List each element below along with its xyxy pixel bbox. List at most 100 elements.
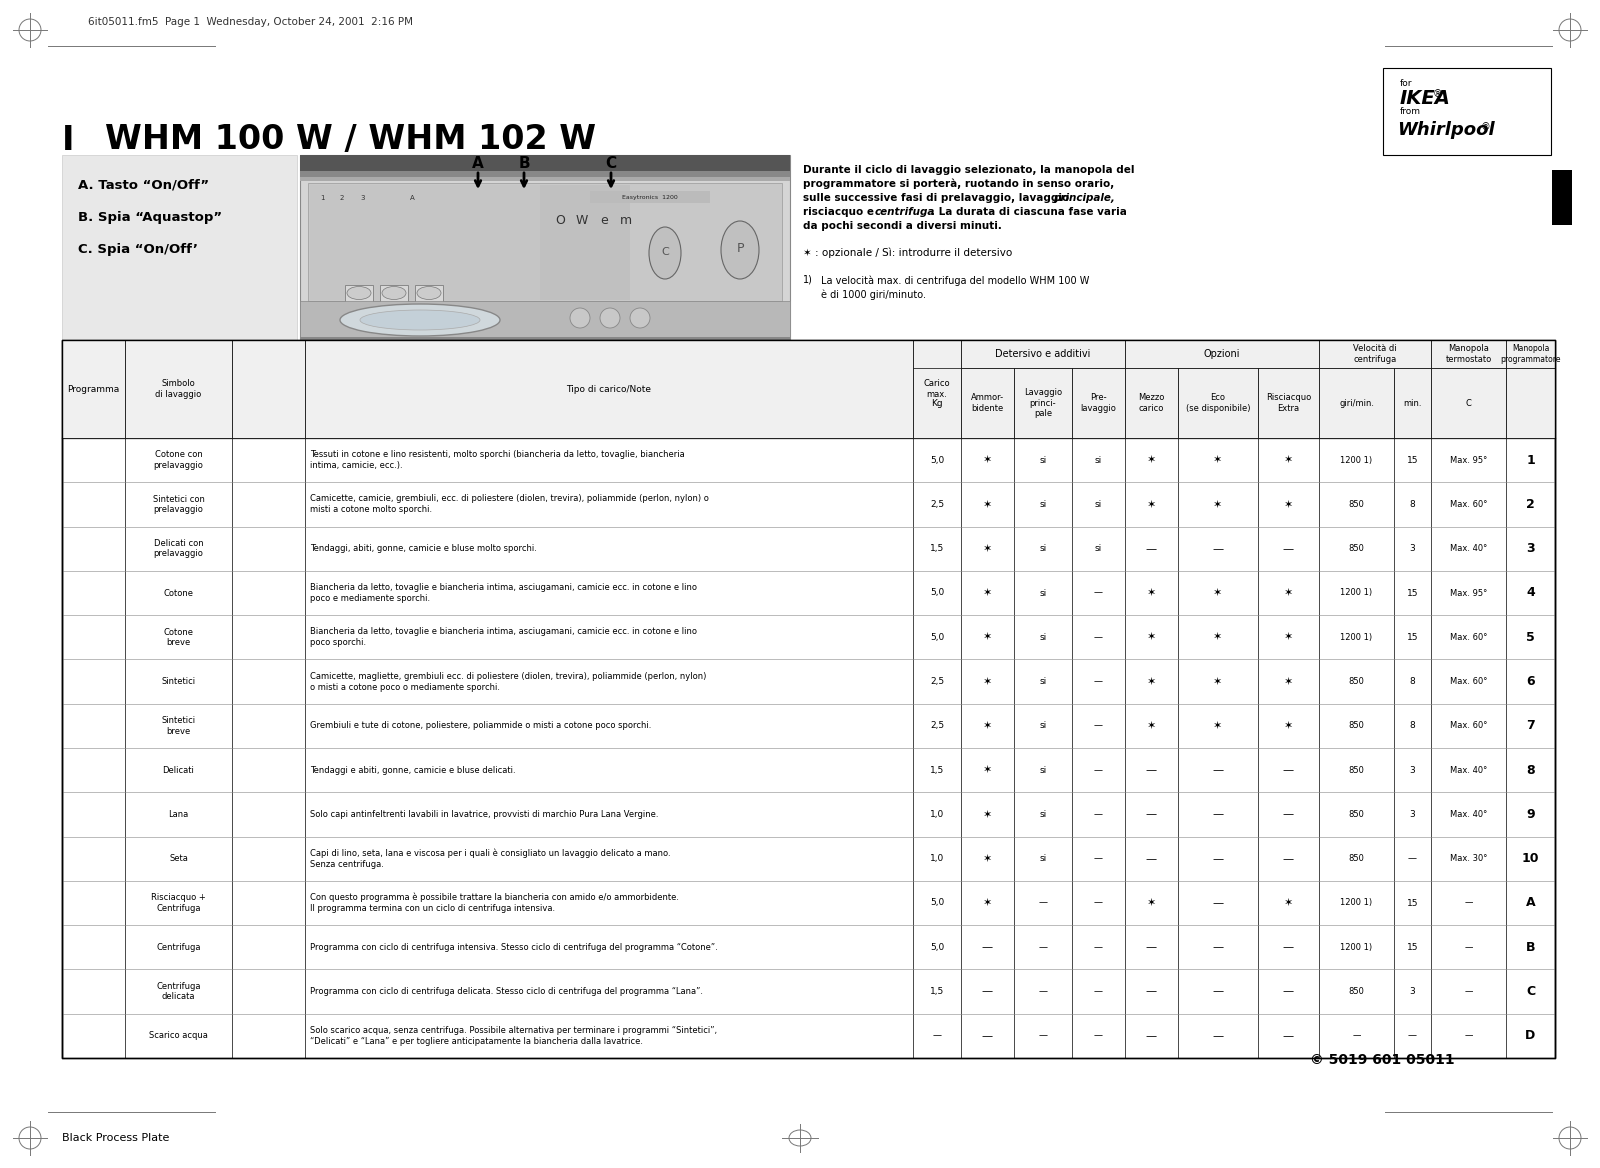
Text: 6: 6 [1526,675,1534,688]
Text: for: for [1400,78,1413,88]
Text: Velocità di
centrifuga: Velocità di centrifuga [1354,345,1397,363]
Bar [1506,368,1555,438]
Bar [62,571,1555,616]
Text: 2,5: 2,5 [930,722,944,730]
Text: ✶: ✶ [982,854,992,863]
Text: 850: 850 [1349,809,1365,819]
Text: programmatore si porterà, ruotando in senso orario,: programmatore si porterà, ruotando in se… [803,179,1114,189]
Text: —: — [982,943,994,952]
Text: ✶: ✶ [982,544,992,554]
Text: giri/min.: giri/min. [1339,398,1374,408]
Text: —: — [1146,987,1157,996]
Text: —: — [1094,1031,1102,1041]
Text: ✶: ✶ [1283,588,1293,598]
Bar [125,340,232,438]
Text: —: — [1283,987,1294,996]
Bar [1430,368,1506,438]
Text: 5,0: 5,0 [930,589,944,598]
Bar [62,660,1555,703]
Text: ✶: ✶ [1213,632,1222,642]
Bar [62,836,1555,881]
Circle shape [600,308,621,328]
Ellipse shape [339,304,499,336]
Bar [62,482,1555,527]
Text: —: — [1213,1031,1224,1041]
Text: 5,0: 5,0 [930,898,944,908]
Text: —: — [982,987,994,996]
Text: —: — [1094,722,1102,730]
Text: —: — [1283,765,1294,776]
Text: da pochi secondi a diversi minuti.: da pochi secondi a diversi minuti. [803,221,1002,231]
Text: —: — [1146,544,1157,554]
Text: D: D [1525,1029,1536,1042]
Text: Max. 60°: Max. 60° [1450,722,1486,730]
Text: Max. 40°: Max. 40° [1450,766,1486,774]
Bar [232,340,306,438]
Bar [301,178,790,181]
Text: 8: 8 [1410,500,1416,509]
Text: A: A [410,195,414,201]
Text: Easytronics  1200: Easytronics 1200 [622,195,678,200]
Text: Capi di lino, seta, lana e viscosa per i quali è consigliato un lavaggio delicat: Capi di lino, seta, lana e viscosa per i… [310,848,670,869]
Text: —: — [1283,1031,1294,1041]
Ellipse shape [382,286,406,299]
Text: e: e [600,214,608,227]
Text: —: — [1094,898,1102,908]
Text: WHM 100 W / WHM 102 W: WHM 100 W / WHM 102 W [106,124,597,157]
Text: ✶: ✶ [1213,500,1222,509]
Text: 1200 1): 1200 1) [1341,456,1373,465]
Text: 5: 5 [1526,631,1534,644]
Text: 6it05011.fm5  Page 1  Wednesday, October 24, 2001  2:16 PM: 6it05011.fm5 Page 1 Wednesday, October 2… [88,18,413,27]
Text: Whirlpool: Whirlpool [1397,121,1494,139]
Text: C: C [605,155,616,171]
Text: Black Process Plate: Black Process Plate [62,1133,170,1143]
Ellipse shape [650,227,682,279]
Text: ✶: ✶ [982,765,992,776]
Text: —: — [1283,943,1294,952]
Text: —: — [1213,809,1224,820]
Text: si: si [1040,854,1046,863]
Text: ✶: ✶ [982,500,992,509]
Bar [1552,171,1571,225]
Bar [62,925,1555,969]
Text: Manopola
termostato: Manopola termostato [1445,345,1491,363]
Text: W: W [576,214,589,227]
Text: 8: 8 [1526,764,1534,777]
Text: 1200 1): 1200 1) [1341,589,1373,598]
Text: —: — [1213,898,1224,908]
Bar [541,185,630,300]
Text: sulle successive fasi di prelavaggio, lavaggio: sulle successive fasi di prelavaggio, la… [803,193,1074,203]
Text: P: P [736,243,744,256]
Text: Sintetici
breve: Sintetici breve [162,716,195,736]
Text: Kg: Kg [931,398,942,408]
Bar [1072,368,1125,438]
Text: —: — [1094,943,1102,952]
Text: 1,0: 1,0 [930,809,944,819]
Text: Risciacquo +
Centrifuga: Risciacquo + Centrifuga [150,894,206,912]
Bar [62,969,1555,1014]
Text: —: — [1094,987,1102,996]
Text: risciacquo e: risciacquo e [803,207,878,217]
Text: Carico
max.: Carico max. [923,380,950,398]
Bar [590,192,710,203]
Circle shape [630,308,650,328]
Text: 15: 15 [1406,589,1418,598]
Text: Cotone: Cotone [163,589,194,598]
Bar [310,185,579,300]
Bar [62,748,1555,792]
Text: Max. 40°: Max. 40° [1450,544,1486,554]
Text: ✶: ✶ [1213,456,1222,465]
Text: Ammor-
bidente: Ammor- bidente [971,394,1005,412]
Text: 9: 9 [1526,808,1534,821]
Text: Lana: Lana [168,809,189,819]
Text: Programma: Programma [67,384,120,394]
Text: ✶: ✶ [1147,588,1157,598]
Text: from: from [1400,107,1421,117]
Text: ✶: ✶ [1283,721,1293,731]
Text: ✶: ✶ [1283,676,1293,687]
Bar [62,340,1555,1058]
Text: Tipo di carico/Note: Tipo di carico/Note [566,384,651,394]
Bar [301,171,790,178]
Text: 850: 850 [1349,677,1365,686]
Text: ✶: ✶ [1147,456,1157,465]
